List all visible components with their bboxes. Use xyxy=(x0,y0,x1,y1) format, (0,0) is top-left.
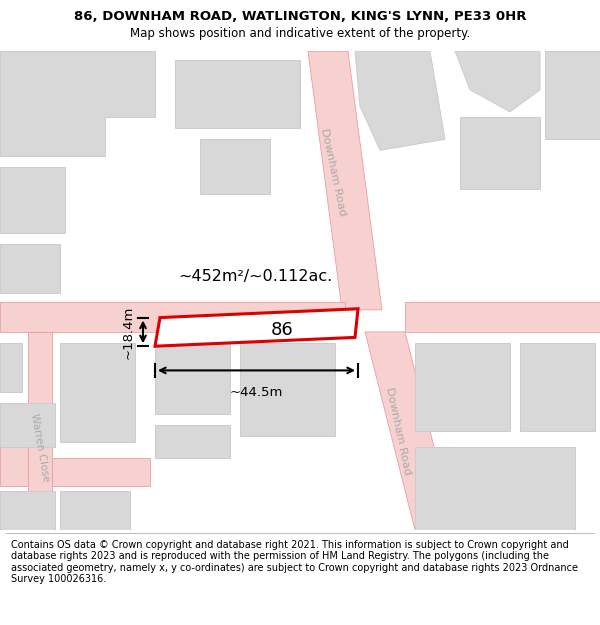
Polygon shape xyxy=(52,459,150,486)
Polygon shape xyxy=(0,448,28,486)
Polygon shape xyxy=(60,491,130,530)
Polygon shape xyxy=(520,343,595,431)
Text: Downham Road: Downham Road xyxy=(384,386,412,476)
Polygon shape xyxy=(0,167,65,233)
Polygon shape xyxy=(355,51,445,150)
Polygon shape xyxy=(60,343,135,442)
Polygon shape xyxy=(0,491,55,530)
Text: Downham Road: Downham Road xyxy=(319,127,347,217)
Text: ~18.4m: ~18.4m xyxy=(122,305,135,359)
Polygon shape xyxy=(455,51,540,112)
Polygon shape xyxy=(365,332,455,530)
Polygon shape xyxy=(308,51,382,310)
Polygon shape xyxy=(545,51,600,139)
Polygon shape xyxy=(240,343,335,436)
Polygon shape xyxy=(0,343,22,392)
Polygon shape xyxy=(405,302,600,332)
Text: 86: 86 xyxy=(271,321,293,339)
Text: Map shows position and indicative extent of the property.: Map shows position and indicative extent… xyxy=(130,27,470,40)
Polygon shape xyxy=(28,332,52,530)
Polygon shape xyxy=(415,448,575,530)
Text: ~44.5m: ~44.5m xyxy=(230,386,283,399)
Text: 86, DOWNHAM ROAD, WATLINGTON, KING'S LYNN, PE33 0HR: 86, DOWNHAM ROAD, WATLINGTON, KING'S LYN… xyxy=(74,10,526,23)
Polygon shape xyxy=(0,51,155,156)
Polygon shape xyxy=(0,403,55,448)
Polygon shape xyxy=(175,60,300,128)
Text: Warren Close: Warren Close xyxy=(29,412,51,482)
Text: ~452m²/~0.112ac.: ~452m²/~0.112ac. xyxy=(178,269,332,284)
Polygon shape xyxy=(155,343,230,414)
Polygon shape xyxy=(200,139,270,194)
Polygon shape xyxy=(415,343,510,431)
Polygon shape xyxy=(0,302,345,332)
Polygon shape xyxy=(155,426,230,459)
Polygon shape xyxy=(0,244,60,293)
Polygon shape xyxy=(155,309,358,346)
Polygon shape xyxy=(460,118,540,189)
Text: Contains OS data © Crown copyright and database right 2021. This information is : Contains OS data © Crown copyright and d… xyxy=(11,539,578,584)
